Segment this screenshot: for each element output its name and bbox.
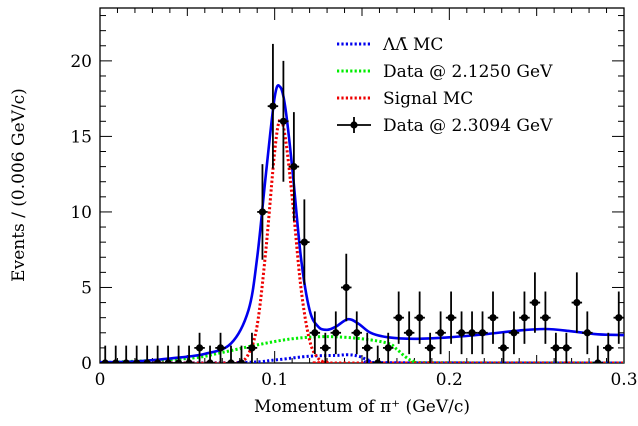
data-point [416,314,424,322]
data-point [300,238,308,246]
data-point [604,344,612,352]
data-point [499,344,508,352]
data-point [478,329,487,337]
data-point [311,329,319,337]
data-point [541,314,550,322]
data-point [405,329,413,337]
data-point [133,359,141,363]
data-point [395,314,403,322]
data-point [437,329,445,337]
series-line-data-2-1250-gev [100,335,624,363]
data-point [321,344,329,352]
data-point [615,314,623,322]
y-tick-label: 15 [70,127,92,147]
data-point [112,359,120,363]
data-point [279,117,287,125]
data-point [510,329,518,337]
data-point [562,344,570,352]
data-point [237,359,246,363]
y-tick-label: 20 [70,52,92,72]
x-tick-label: 0.2 [436,370,463,390]
data-point [447,314,455,322]
data-point [531,298,539,307]
data-point [583,329,591,337]
data-point [206,359,214,363]
series-line-total-fit [100,84,624,363]
y-tick-label: 5 [81,278,92,298]
data-point [164,359,172,363]
data-point [520,314,529,322]
data-point [342,283,350,292]
data-point [594,359,602,363]
data-point [248,344,256,352]
legend-label: Data @ 2.1250 GeV [383,62,553,82]
data-point [101,359,109,363]
y-tick-label: 0 [81,354,92,374]
data-point [175,359,183,363]
legend-marker [350,121,358,129]
data-point [363,344,371,352]
data-point [332,329,340,337]
data-point [384,344,392,352]
data-point [185,359,193,363]
x-tick-label: 0 [95,370,106,390]
data-point [426,344,434,352]
data-point [353,329,361,337]
data-point [374,359,382,363]
data-point [154,359,162,363]
data-point [269,102,277,110]
legend-label: Data @ 2.3094 GeV [383,116,553,136]
x-tick-label: 0.3 [610,370,637,390]
x-axis-label: Momentum of π⁺ (GeV/c) [254,397,470,417]
x-tick-label: 0.1 [261,370,288,390]
data-point [122,359,130,363]
data-point [457,329,466,337]
data-point [290,163,298,171]
legend-label: Signal MC [383,89,473,109]
data-point [573,298,581,307]
data-point [489,314,497,322]
data-point [552,344,560,352]
data-point [468,329,476,337]
data-point [143,359,151,363]
y-axis-label: Events / (0.006 GeV/c) [9,88,29,282]
legend-label: ΛΛ̄ MC [382,35,443,55]
data-point [258,208,267,216]
y-tick-label: 10 [70,203,92,223]
data-point [195,344,204,352]
data-point [227,359,235,363]
data-point [216,344,225,352]
series-line-mc [100,353,624,363]
